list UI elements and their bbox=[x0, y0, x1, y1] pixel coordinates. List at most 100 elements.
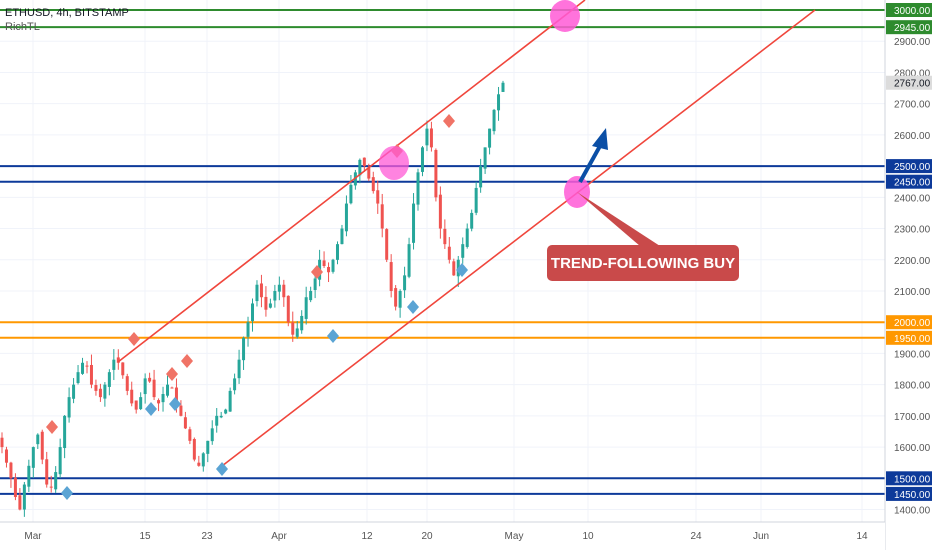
candle-body bbox=[470, 212, 474, 229]
candle-body bbox=[67, 397, 71, 418]
candle-body bbox=[479, 166, 483, 188]
candle-body bbox=[425, 128, 429, 146]
candle-body bbox=[273, 290, 277, 301]
time-tick-label: Jun bbox=[753, 531, 769, 542]
candle-body bbox=[398, 290, 402, 308]
price-tag bbox=[886, 159, 932, 174]
candle-body bbox=[492, 109, 496, 132]
candle-body bbox=[54, 472, 58, 490]
callout-label: TREND-FOLLOWING BUY bbox=[551, 255, 735, 272]
candle-body bbox=[152, 379, 156, 398]
candle-body bbox=[233, 378, 237, 391]
candle-body bbox=[166, 384, 170, 396]
candle-body bbox=[367, 167, 371, 179]
sell-marker bbox=[128, 332, 140, 346]
candle-body bbox=[434, 149, 438, 198]
candle-body bbox=[313, 278, 317, 290]
candle-body bbox=[497, 94, 501, 111]
candle-body bbox=[27, 465, 31, 487]
price-tag bbox=[886, 3, 932, 17]
candle-body bbox=[461, 244, 465, 258]
buy-marker bbox=[456, 263, 468, 277]
sell-marker bbox=[46, 420, 58, 434]
candle-body bbox=[121, 362, 125, 376]
candle-body bbox=[139, 397, 143, 410]
candle-body bbox=[443, 228, 447, 245]
symbol-title: ETHUSD, 4h, BITSTAMP bbox=[5, 7, 129, 19]
price-tick-label: 1900.00 bbox=[894, 349, 931, 360]
candle-body bbox=[344, 203, 348, 232]
candle-body bbox=[242, 337, 246, 361]
price-tag bbox=[886, 471, 932, 486]
price-tag-label: 3000.00 bbox=[894, 6, 931, 17]
price-tick-label: 1400.00 bbox=[894, 506, 931, 517]
candle-body bbox=[420, 147, 424, 172]
candle-body bbox=[438, 194, 442, 229]
buy-marker bbox=[145, 402, 157, 416]
sell-marker bbox=[443, 114, 455, 128]
candle-body bbox=[295, 328, 299, 337]
time-tick-label: 10 bbox=[582, 531, 594, 542]
candle-body bbox=[201, 453, 205, 467]
candle-body bbox=[85, 365, 89, 367]
price-tick-label: 1600.00 bbox=[894, 443, 931, 454]
candle-body bbox=[322, 260, 326, 267]
candle-body bbox=[192, 439, 196, 460]
target-highlight bbox=[550, 0, 580, 32]
callout-box: TREND-FOLLOWING BUY bbox=[547, 245, 739, 281]
callout-pointer bbox=[577, 192, 660, 246]
candle-body bbox=[389, 262, 393, 291]
candle-body bbox=[18, 495, 22, 510]
candle-body bbox=[268, 303, 272, 308]
signal-markers bbox=[46, 0, 660, 500]
candle-body bbox=[282, 284, 286, 298]
candle-body bbox=[161, 394, 165, 403]
indicator-name: RichTL bbox=[5, 21, 40, 33]
price-tag-label: 2450.00 bbox=[894, 178, 931, 189]
candle-body bbox=[286, 295, 290, 323]
candle-body bbox=[412, 203, 416, 243]
candle-body bbox=[143, 378, 147, 395]
candle-body bbox=[362, 157, 366, 167]
candle-body bbox=[331, 259, 335, 272]
candle-body bbox=[40, 431, 44, 460]
price-tick-label: 2700.00 bbox=[894, 100, 931, 111]
candle-body bbox=[197, 462, 201, 466]
candle-body bbox=[188, 429, 192, 441]
price-tag bbox=[886, 486, 932, 501]
buy-marker bbox=[407, 300, 419, 314]
candle-body bbox=[103, 384, 107, 399]
candle-body bbox=[148, 377, 152, 382]
candle-body bbox=[447, 246, 451, 260]
candle-body bbox=[340, 228, 344, 245]
candle-body bbox=[45, 459, 49, 485]
candle-body bbox=[183, 417, 187, 429]
candle-body bbox=[63, 415, 67, 449]
candle-body bbox=[125, 376, 129, 391]
candle-body bbox=[403, 275, 407, 291]
sell-marker bbox=[166, 367, 178, 381]
candle-body bbox=[385, 229, 389, 260]
time-tick-label: 23 bbox=[201, 531, 213, 542]
annotations: TREND-FOLLOWING BUY bbox=[547, 245, 739, 281]
candle-body bbox=[72, 384, 76, 399]
resistance-highlight bbox=[379, 146, 409, 180]
candle-body bbox=[407, 244, 411, 277]
candle-body bbox=[259, 283, 263, 298]
up-arrow-head bbox=[592, 128, 608, 150]
candle-body bbox=[224, 409, 228, 414]
candle-body bbox=[58, 447, 62, 475]
candle-body bbox=[219, 415, 223, 418]
candle-body bbox=[170, 387, 174, 389]
candle-body bbox=[134, 400, 138, 410]
candle-body bbox=[98, 388, 102, 398]
chart-header: ETHUSD, 4h, BITSTAMP RichTL bbox=[5, 6, 129, 34]
candle-body bbox=[309, 290, 313, 301]
time-tick-label: May bbox=[505, 531, 524, 542]
candle-body bbox=[9, 462, 13, 479]
price-tick-label: 1800.00 bbox=[894, 381, 931, 392]
sell-marker bbox=[311, 265, 323, 279]
price-tag-label: 1450.00 bbox=[894, 490, 931, 501]
time-axis-bg bbox=[0, 522, 885, 550]
